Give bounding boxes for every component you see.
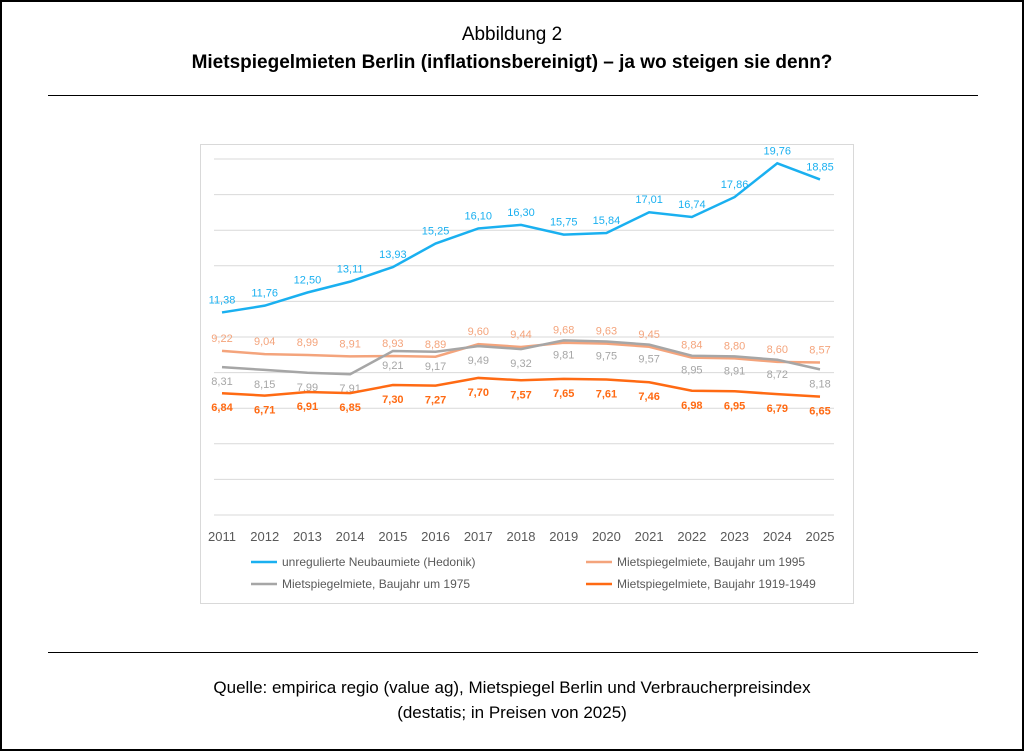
data-label: 9,63 <box>596 326 617 338</box>
data-label: 8,60 <box>767 344 788 356</box>
data-label: 8,80 <box>724 340 745 352</box>
data-label: 7,70 <box>468 387 489 399</box>
data-label: 7,30 <box>382 394 403 406</box>
legend-entry: Mietspiegelmiete, Baujahr um 1995 <box>617 555 805 569</box>
x-tick-label: 2013 <box>293 529 322 544</box>
x-tick-label: 2022 <box>677 529 706 544</box>
data-label: 15,75 <box>550 217 578 229</box>
top-divider <box>48 95 978 96</box>
data-label: 17,01 <box>635 194 663 206</box>
data-label: 12,50 <box>294 275 322 287</box>
data-label: 9,22 <box>211 333 232 345</box>
data-label: 9,21 <box>382 360 403 372</box>
data-label: 6,84 <box>211 402 233 414</box>
data-label: 7,46 <box>638 391 659 403</box>
chart-area: 0,002,004,006,008,0010,0012,0014,0016,00… <box>165 144 854 604</box>
data-label: 9,44 <box>510 329 531 341</box>
data-label: 8,95 <box>681 365 702 377</box>
legend-entry: unregulierte Neubaumiete (Hedonik) <box>282 555 475 569</box>
bottom-divider <box>48 652 978 653</box>
x-tick-label: 2020 <box>592 529 621 544</box>
data-label: 16,10 <box>465 210 493 222</box>
data-label: 15,25 <box>422 226 450 238</box>
data-label: 6,71 <box>254 405 275 417</box>
data-label: 19,76 <box>764 145 792 157</box>
data-label: 8,31 <box>211 376 232 388</box>
data-label: 7,99 <box>297 382 318 394</box>
legend-entry: Mietspiegelmiete, Baujahr 1919-1949 <box>617 577 816 591</box>
x-tick-label: 2016 <box>421 529 450 544</box>
data-label: 8,72 <box>767 369 788 381</box>
data-label: 7,57 <box>510 389 531 401</box>
data-label: 16,30 <box>507 207 535 219</box>
x-tick-label: 2021 <box>635 529 664 544</box>
data-label: 6,98 <box>681 400 702 412</box>
data-label: 16,74 <box>678 199 706 211</box>
data-label: 9,32 <box>510 358 531 370</box>
data-label: 11,76 <box>251 288 278 300</box>
data-label: 15,84 <box>593 215 621 227</box>
data-label: 6,95 <box>724 400 745 412</box>
data-label: 9,81 <box>553 349 574 361</box>
data-label: 9,49 <box>468 355 489 367</box>
data-label: 8,91 <box>724 365 745 377</box>
x-tick-label: 2018 <box>507 529 536 544</box>
data-label: 6,79 <box>767 403 788 415</box>
x-tick-label: 2025 <box>806 529 835 544</box>
data-label: 7,65 <box>553 388 574 400</box>
data-label: 6,65 <box>809 406 830 418</box>
data-label: 8,93 <box>382 338 403 350</box>
data-label: 8,89 <box>425 339 446 351</box>
x-tick-label: 2017 <box>464 529 493 544</box>
x-tick-label: 2014 <box>336 529 365 544</box>
data-label: 9,04 <box>254 336 275 348</box>
data-label: 9,57 <box>638 354 659 366</box>
data-label: 13,11 <box>337 264 364 276</box>
data-label: 9,60 <box>468 326 489 338</box>
x-tick-label: 2011 <box>208 529 236 544</box>
x-tick-label: 2019 <box>549 529 578 544</box>
series-line-1 <box>221 161 821 314</box>
data-label: 9,45 <box>638 329 659 341</box>
data-label: 13,93 <box>379 249 407 261</box>
data-label: 7,61 <box>596 389 617 401</box>
data-label: 7,27 <box>425 395 446 407</box>
data-label: 18,85 <box>806 161 834 173</box>
x-tick-label: 2024 <box>763 529 792 544</box>
legend-entry: Mietspiegelmiete, Baujahr um 1975 <box>282 577 470 591</box>
source-line-1: Quelle: empirica regio (value ag), Miets… <box>213 678 811 697</box>
data-label: 8,57 <box>809 344 830 356</box>
data-label: 8,91 <box>339 338 360 350</box>
figure-title: Mietspiegelmieten Berlin (inflationsbere… <box>191 52 833 73</box>
series-line-3 <box>221 339 821 376</box>
data-label: 8,15 <box>254 379 275 391</box>
x-tick-label: 2023 <box>720 529 749 544</box>
data-label: 9,68 <box>553 325 574 337</box>
x-tick-label: 2015 <box>378 529 407 544</box>
data-label: 11,38 <box>209 294 236 306</box>
data-label: 9,17 <box>425 361 446 373</box>
data-label: 9,75 <box>596 350 617 362</box>
figure-label: Abbildung 2 <box>461 24 563 45</box>
data-label: 17,86 <box>721 179 749 191</box>
data-label: 6,85 <box>339 402 360 414</box>
line-chart: 0,002,004,006,008,0010,0012,0014,0016,00… <box>165 145 835 591</box>
data-label: 8,99 <box>297 337 318 349</box>
data-label: 8,84 <box>681 340 702 352</box>
data-label: 6,91 <box>297 401 318 413</box>
x-tick-label: 2012 <box>250 529 279 544</box>
data-label: 8,18 <box>809 378 830 390</box>
series-line-2 <box>221 341 821 364</box>
series-line-4 <box>221 376 821 398</box>
source-line-2: (destatis; in Preisen von 2025) <box>397 703 627 722</box>
